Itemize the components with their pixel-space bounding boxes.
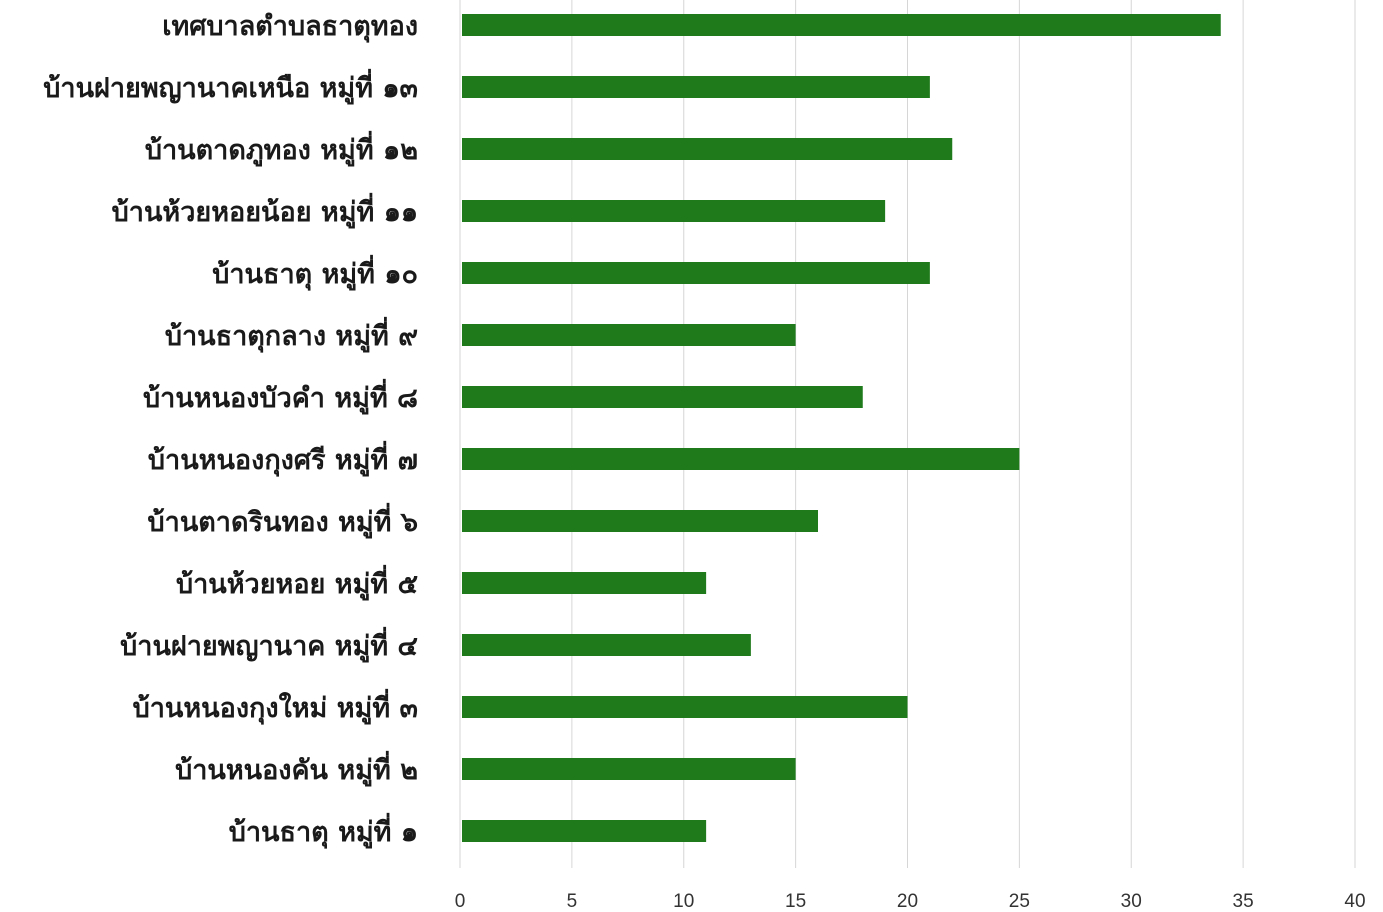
bars [462, 14, 1221, 842]
category-label: บ้านฝายพญานาคเหนือ หมู่ที่ ๑๓ [43, 68, 418, 105]
bar [462, 696, 908, 718]
x-tick-label: 35 [1233, 891, 1254, 912]
bar [462, 200, 886, 222]
category-label: บ้านหนองกุงใหม่ หมู่ที่ ๓ [133, 688, 418, 725]
category-label: บ้านตาดรินทอง หมู่ที่ ๖ [148, 502, 418, 539]
bar [462, 138, 953, 160]
category-label: เทศบาลตำบลธาตุทอง [162, 11, 418, 43]
category-label: บ้านธาตุกลาง หมู่ที่ ๙ [165, 316, 418, 353]
bar [462, 634, 751, 656]
category-label: บ้านธาตุ หมู่ที่ ๑๐ [212, 254, 418, 291]
x-axis-ticks: 0 5 10 15 20 25 30 35 40 [455, 891, 1366, 912]
bar [462, 386, 863, 408]
bar [462, 510, 818, 532]
x-tick-label: 40 [1344, 891, 1365, 912]
bar [462, 758, 796, 780]
bar [462, 76, 930, 98]
x-tick-label: 0 [455, 891, 466, 912]
x-tick-label: 5 [567, 891, 578, 912]
category-label: บ้านธาตุ หมู่ที่ ๑ [229, 812, 418, 849]
category-label: บ้านฝายพญานาค หมู่ที่ ๔ [120, 626, 418, 663]
bar [462, 820, 707, 842]
x-tick-label: 20 [897, 891, 918, 912]
bar [462, 262, 930, 284]
category-label: บ้านหนองคัน หมู่ที่ ๒ [175, 750, 418, 787]
x-tick-label: 15 [785, 891, 806, 912]
category-label: บ้านหนองบัวคำ หมู่ที่ ๘ [143, 378, 418, 415]
x-tick-label: 10 [673, 891, 694, 912]
bar [462, 572, 707, 594]
grid-lines [459, 0, 1356, 868]
category-label: บ้านตาดภูทอง หมู่ที่ ๑๒ [145, 130, 418, 167]
category-label: บ้านห้วยหอยน้อย หมู่ที่ ๑๑ [112, 192, 418, 229]
category-label: บ้านหนองกุงศรี หมู่ที่ ๗ [148, 440, 418, 477]
x-tick-label: 25 [1009, 891, 1030, 912]
bar [462, 324, 796, 346]
bar [462, 448, 1020, 470]
x-tick-label: 30 [1121, 891, 1142, 912]
category-label: บ้านห้วยหอย หมู่ที่ ๕ [176, 564, 418, 601]
bar [462, 14, 1221, 36]
